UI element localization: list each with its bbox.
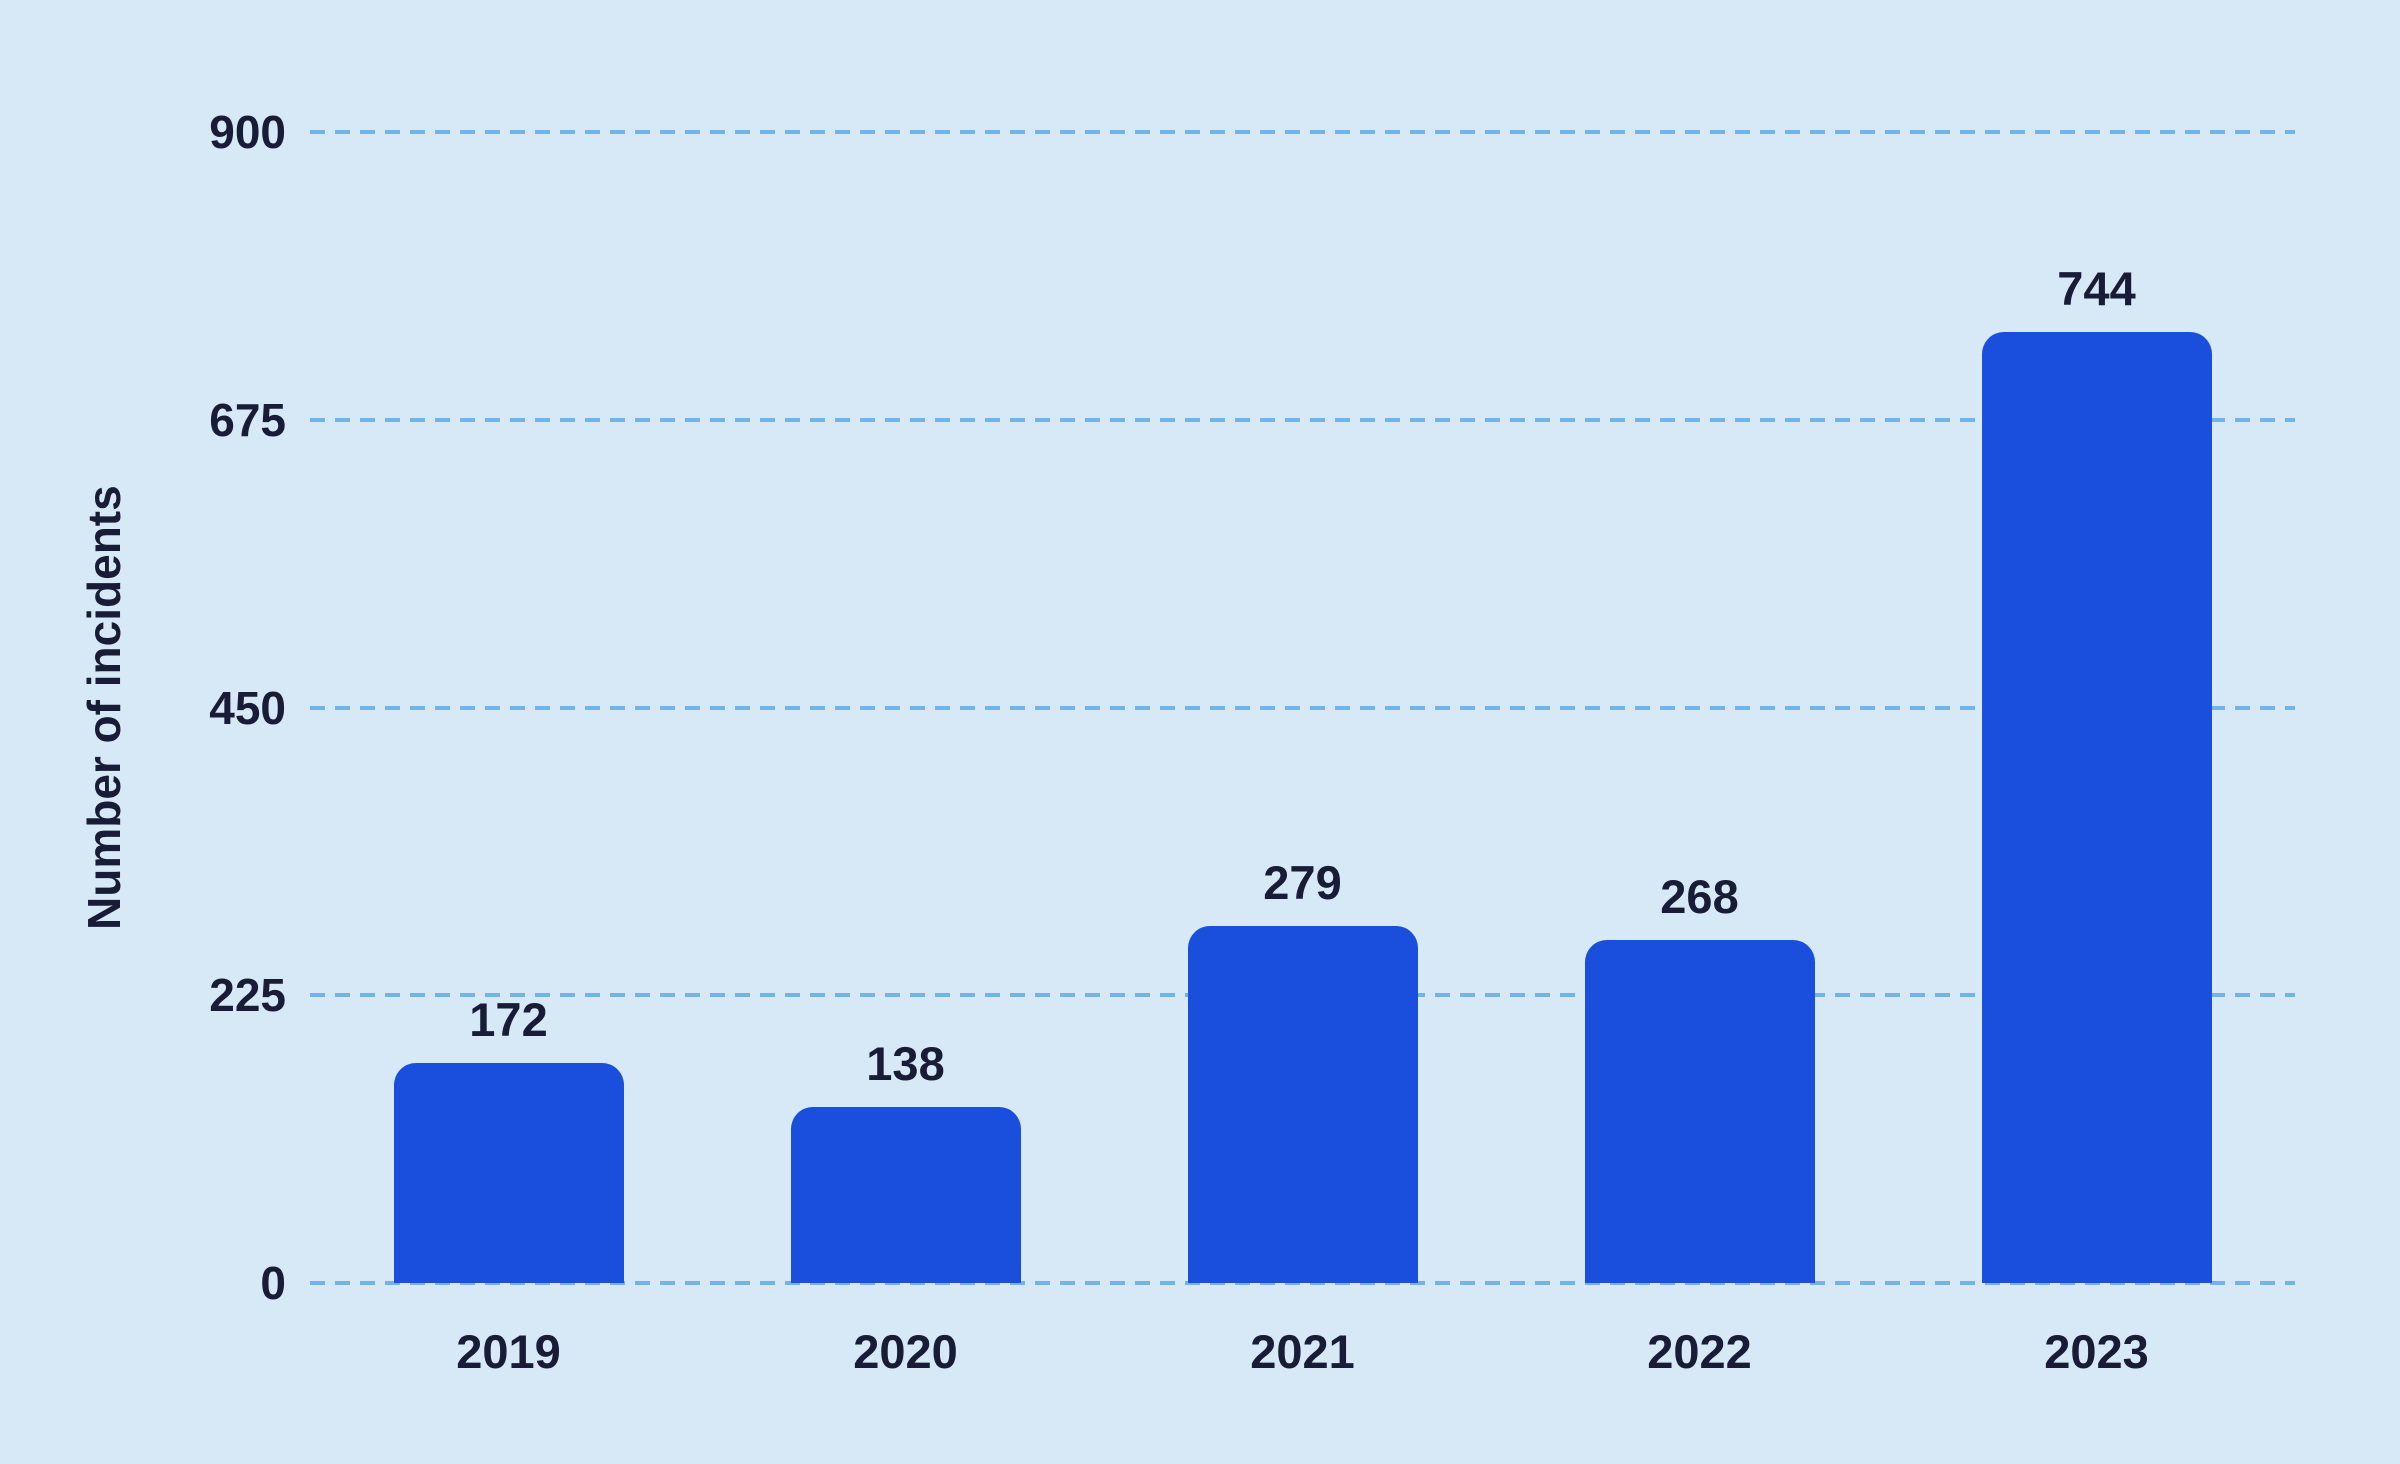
y-axis-title: Number of incidents — [78, 485, 130, 930]
gridline-675 — [310, 417, 2295, 422]
bar-2021 — [1187, 926, 1418, 1283]
x-tick-label-2022: 2022 — [1647, 1325, 1752, 1378]
plot-area: 0 225 450 675 900 172 138 279 268 744 2019 2020 20… — [209, 109, 2295, 1375]
gridline-450 — [310, 705, 2295, 710]
y-tick-label-675: 675 — [209, 393, 286, 446]
y-tick-label-900: 900 — [209, 106, 286, 158]
gridline-0 — [310, 1281, 2295, 1285]
x-tick-label-2019: 2019 — [456, 1325, 561, 1378]
bar-value-label-2021: 279 — [1263, 856, 1342, 910]
y-tick-label-450: 450 — [209, 681, 286, 734]
bar-2020 — [790, 1106, 1021, 1283]
bar-value-label-2022: 268 — [1660, 870, 1739, 924]
bar-2023 — [1981, 331, 2212, 1283]
gridline-900 — [310, 130, 2295, 134]
bar-value-label-2020: 138 — [866, 1036, 945, 1090]
bar-value-label-2023: 744 — [2057, 261, 2136, 315]
x-tick-label-2020: 2020 — [853, 1325, 958, 1378]
bar-value-label-2019: 172 — [469, 993, 548, 1047]
x-tick-label-2023: 2023 — [2044, 1325, 2149, 1378]
bar-2022 — [1584, 940, 1815, 1283]
bar-2019 — [393, 1063, 624, 1283]
y-tick-label-225: 225 — [209, 969, 286, 1022]
x-tick-label-2021: 2021 — [1250, 1325, 1355, 1378]
y-tick-label-0: 0 — [260, 1257, 286, 1309]
